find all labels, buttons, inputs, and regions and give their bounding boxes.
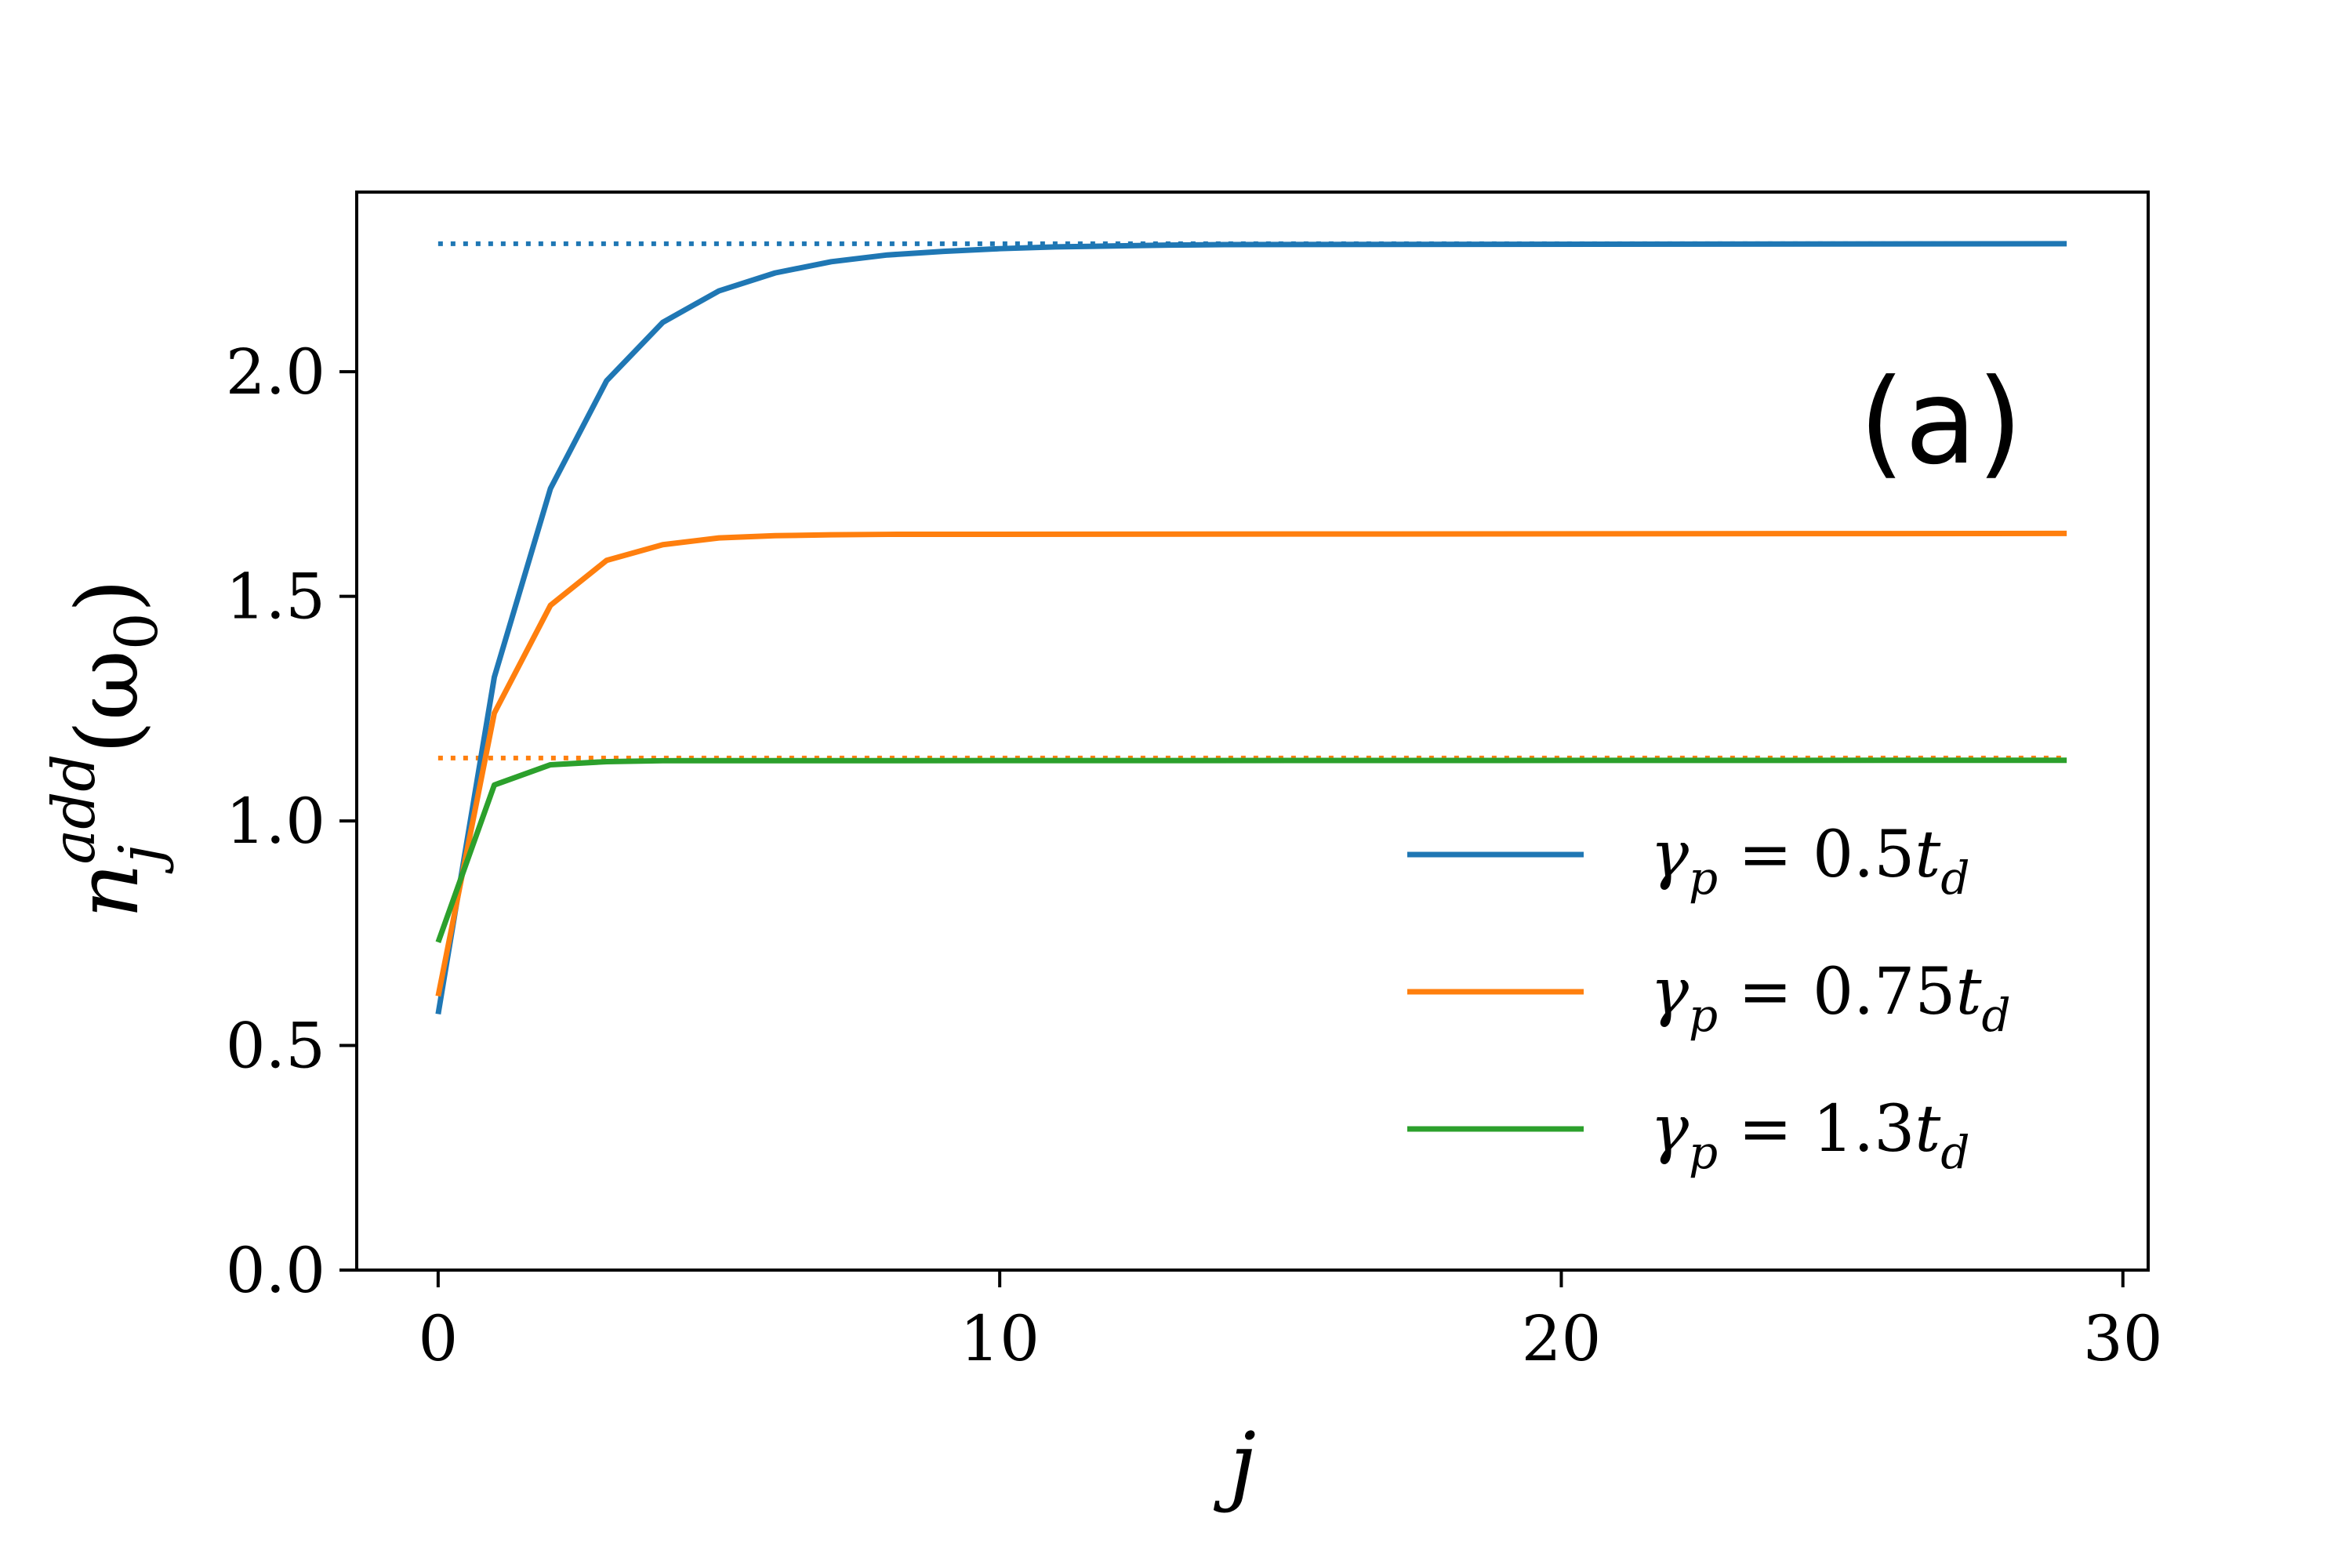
series-line-1 <box>435 530 2067 997</box>
y-axis-title: njadd(ω0) <box>39 579 175 918</box>
legend-label-2: γp = 1.3td <box>1650 1092 1970 1179</box>
plot-frame <box>355 191 2150 1272</box>
y-axis-title-arg: (ω <box>57 650 158 754</box>
y-axis-ticks: 0.0 0.5 1.0 1.5 2.0 <box>226 336 357 1307</box>
y-tick-label: 0.5 <box>226 1010 325 1083</box>
x-tick-label: 0 <box>418 1302 458 1375</box>
y-axis-title-base: n <box>57 863 158 919</box>
legend-label-1: γp = 0.75td <box>1650 955 2011 1042</box>
x-tick-label: 30 <box>2083 1302 2163 1375</box>
svg-text:njadd(ω0): njadd(ω0) <box>39 579 175 918</box>
reference-lines <box>437 241 2067 760</box>
series-line-2 <box>435 757 2067 943</box>
x-tick-label: 10 <box>960 1302 1040 1375</box>
series-lines <box>435 241 2067 1015</box>
x-tick-label: 20 <box>1522 1302 1602 1375</box>
y-tick-label: 0.0 <box>226 1234 325 1307</box>
y-tick-label: 1.5 <box>226 561 325 633</box>
x-axis-title: j <box>1213 1414 1256 1514</box>
panel-label: (a) <box>1859 354 2023 491</box>
y-axis-title-arg-sub: 0 <box>102 612 171 650</box>
y-axis-title-arg-close: ) <box>57 579 158 612</box>
x-axis-ticks: 0 10 20 30 <box>418 1270 2163 1375</box>
y-tick-label: 1.0 <box>226 785 325 858</box>
y-axis-title-sup: add <box>39 754 108 865</box>
legend-label-0: γp = 0.5td <box>1650 818 1970 905</box>
legend: γp = 0.5td γp = 0.75td γp = 1.3td <box>1407 818 2011 1179</box>
series-line-0 <box>435 241 2067 1015</box>
y-tick-label: 2.0 <box>226 336 325 408</box>
